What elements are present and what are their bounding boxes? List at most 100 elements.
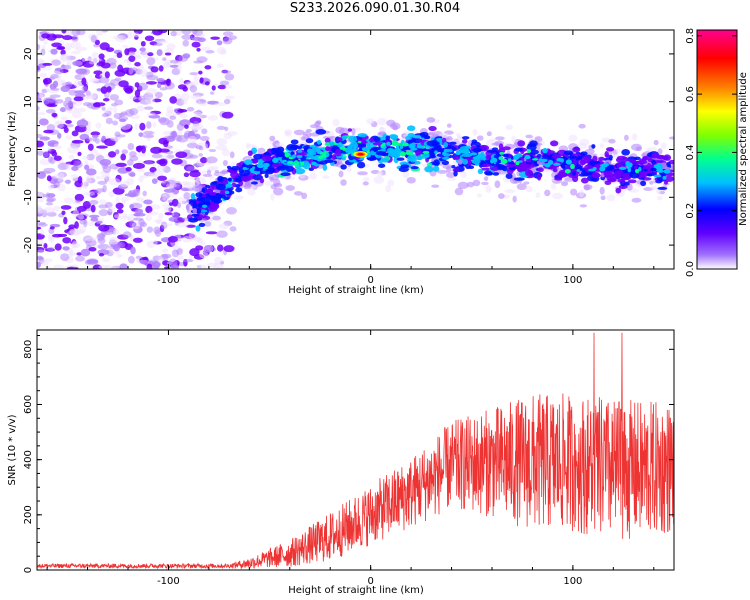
heatmap-blob (135, 145, 141, 152)
heatmap-blob (153, 226, 161, 234)
heatmap-blob (113, 228, 119, 235)
heatmap-blob (544, 162, 551, 168)
heatmap-blob (453, 155, 461, 160)
heatmap-blob (297, 145, 303, 150)
heatmap-blob (148, 211, 159, 216)
heatmap-blob (310, 156, 316, 160)
heatmap-blob (82, 95, 89, 100)
heatmap-blob (61, 30, 67, 34)
heatmap-blob (324, 137, 331, 144)
heatmap-blob (150, 146, 162, 154)
heatmap-blob (225, 183, 233, 188)
heatmap-blob (143, 130, 154, 136)
heatmap-blob (388, 149, 396, 155)
heatmap-blob (150, 66, 159, 73)
heatmap-blob (175, 134, 182, 142)
heatmap-blob (64, 42, 72, 51)
x-tick-label: 0 (367, 275, 373, 286)
heatmap-blob (568, 134, 578, 142)
heatmap-blob (244, 159, 253, 166)
heatmap-blob (623, 176, 631, 181)
heatmap-blob (60, 53, 70, 61)
heatmap-blob (124, 109, 135, 117)
heatmap-blob (578, 123, 586, 129)
heatmap-blob (357, 140, 362, 144)
heatmap-blob (386, 119, 396, 127)
heatmap-blob (56, 46, 66, 51)
heatmap-blob (139, 47, 146, 52)
heatmap-blob (627, 167, 631, 173)
heatmap-blob (132, 32, 140, 38)
heatmap-blob (443, 148, 448, 153)
heatmap-blob (604, 150, 609, 158)
heatmap-blob (655, 155, 666, 159)
heatmap-blob (60, 116, 68, 121)
heatmap-blob (127, 31, 133, 39)
heatmap-blob (598, 156, 605, 161)
heatmap-blob (560, 181, 569, 187)
heatmap-blob (37, 43, 41, 51)
heatmap-blob (84, 164, 90, 171)
heatmap-blob (157, 30, 168, 34)
heatmap-blob (529, 163, 535, 168)
heatmap-blob (95, 122, 102, 129)
heatmap-blob (162, 194, 167, 201)
heatmap-blob (221, 70, 232, 74)
heatmap-blob (181, 30, 192, 35)
heatmap-blob (74, 199, 81, 203)
heatmap-blob (490, 166, 501, 171)
heatmap-blob (134, 89, 141, 98)
heatmap-blob (337, 143, 344, 148)
heatmap-blob (97, 180, 108, 185)
heatmap-blob (62, 35, 73, 41)
heatmap-blob (83, 102, 92, 107)
heatmap-blob (471, 158, 481, 165)
heatmap-blob (198, 33, 206, 38)
heatmap-blob (506, 163, 514, 168)
heatmap-blob (224, 73, 235, 81)
heatmap-blob (98, 224, 110, 232)
heatmap-blob (580, 177, 589, 184)
colorbar-tick-label: 0.0 (685, 261, 696, 277)
heatmap-blob (114, 69, 126, 77)
heatmap-blob (621, 149, 631, 156)
heatmap-blob (591, 144, 596, 149)
heatmap-blob (604, 180, 612, 186)
heatmap-blob (535, 192, 541, 198)
heatmap-blob (102, 165, 112, 174)
colorbar: 0.0 0.2 0.4 0.6 0.8 Normalized spectral ampl… (685, 28, 749, 277)
colorbar-tick-label: 0.2 (685, 203, 696, 219)
heatmap-blob (369, 137, 375, 143)
heatmap-blob (210, 165, 219, 171)
heatmap-blob (115, 149, 120, 155)
heatmap-blob (74, 180, 83, 188)
y-tick-label: 600 (23, 395, 34, 414)
heatmap-blob (48, 236, 55, 243)
heatmap-blob (217, 244, 224, 252)
heatmap-blob (505, 173, 513, 179)
heatmap-blob (118, 112, 126, 117)
heatmap-blob (133, 55, 142, 60)
heatmap-blob (37, 140, 45, 148)
heatmap-blob (625, 160, 630, 167)
heatmap-blob (223, 98, 231, 105)
heatmap-blob (262, 162, 270, 167)
heatmap-blob (176, 255, 184, 260)
heatmap-blob (656, 162, 662, 166)
heatmap-blob (230, 162, 238, 167)
heatmap-blob (234, 195, 244, 200)
heatmap-blob (71, 130, 79, 137)
heatmap-blob (215, 183, 226, 191)
colorbar-tick-label: 0.6 (685, 86, 696, 102)
heatmap-blob (197, 37, 206, 43)
heatmap-blob (499, 151, 505, 155)
heatmap-blob (99, 42, 110, 51)
heatmap-blob (630, 169, 637, 175)
heatmap-blob (179, 113, 189, 119)
heatmap-blob (41, 88, 48, 94)
heatmap-blob (107, 246, 114, 251)
heatmap-blob (204, 65, 212, 70)
heatmap-blob (599, 142, 605, 149)
heatmap-blob (290, 139, 299, 145)
